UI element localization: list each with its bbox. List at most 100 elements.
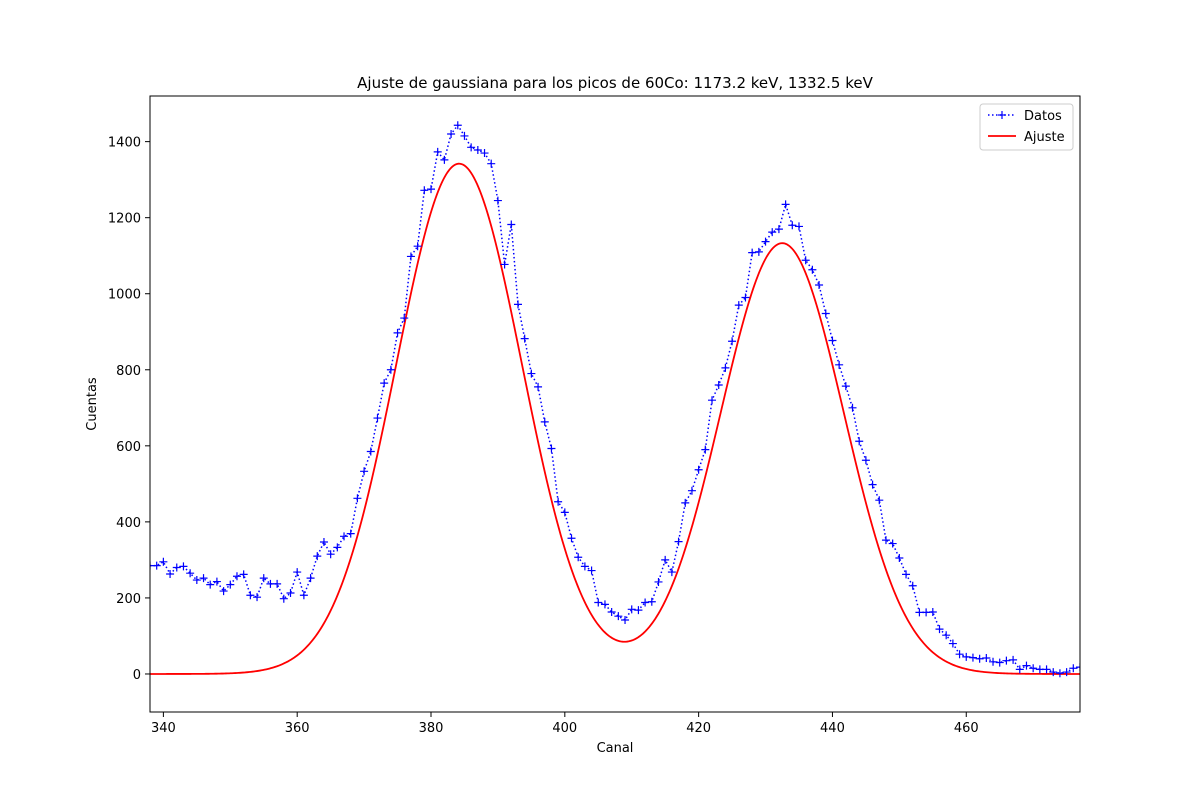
- data-point: [734, 301, 743, 310]
- data-point: [875, 496, 884, 505]
- data-point: [413, 242, 422, 251]
- data-point: [373, 414, 382, 423]
- data-point: [554, 497, 563, 506]
- data-point: [708, 396, 717, 405]
- data-point: [520, 334, 529, 343]
- data-point: [253, 593, 262, 602]
- data-point: [453, 121, 462, 130]
- data-point: [333, 543, 342, 552]
- data-point: [600, 600, 609, 609]
- series-line-datos: [150, 123, 1080, 674]
- data-point: [306, 574, 315, 583]
- data-point: [580, 562, 589, 571]
- data-point: [239, 570, 248, 579]
- data-point: [286, 588, 295, 597]
- data-point: [1042, 665, 1051, 674]
- data-point: [1015, 665, 1024, 674]
- data-point: [902, 570, 911, 579]
- data-point: [687, 486, 696, 495]
- data-point: [393, 328, 402, 337]
- data-point: [821, 309, 830, 318]
- x-tick-label: 400: [552, 721, 577, 736]
- x-axis-label: Canal: [597, 741, 634, 756]
- data-point: [527, 369, 536, 378]
- data-point: [467, 143, 476, 152]
- data-point: [888, 539, 897, 548]
- plot-frame: [149, 95, 1081, 713]
- y-tick-label: 1000: [108, 288, 141, 303]
- data-point: [861, 456, 870, 465]
- legend-label-datos: Datos: [1024, 109, 1062, 124]
- data-point: [386, 365, 395, 374]
- data-point: [641, 598, 650, 607]
- data-point: [507, 220, 516, 229]
- data-point: [493, 196, 502, 205]
- data-point: [360, 467, 369, 476]
- data-point: [868, 480, 877, 489]
- y-tick-label: 600: [116, 440, 141, 455]
- data-point: [313, 552, 322, 561]
- data-point: [346, 529, 355, 538]
- data-point: [199, 574, 208, 583]
- data-point: [942, 631, 951, 640]
- data-point: [928, 608, 937, 616]
- data-point: [179, 562, 188, 571]
- data-point: [266, 579, 275, 588]
- data-point: [647, 597, 656, 606]
- data-point: [192, 576, 201, 585]
- data-point: [400, 314, 409, 323]
- y-tick-label: 0: [133, 668, 141, 683]
- data-point: [681, 498, 690, 507]
- data-point: [293, 568, 302, 577]
- data-point: [694, 465, 703, 474]
- data-point: [634, 606, 643, 615]
- data-point: [1002, 656, 1011, 665]
- data-point: [948, 639, 957, 648]
- data-point: [319, 538, 328, 547]
- data-point: [406, 252, 415, 261]
- data-point: [761, 237, 770, 246]
- data-point: [547, 444, 556, 453]
- data-point: [935, 625, 944, 634]
- data-point: [674, 537, 683, 546]
- data-point: [667, 568, 676, 577]
- data-point: [226, 580, 235, 589]
- data-point: [366, 447, 375, 456]
- data-point: [433, 147, 442, 156]
- x-tick-label: 420: [686, 721, 711, 736]
- data-point: [186, 569, 195, 578]
- x-tick-label: 360: [285, 721, 310, 736]
- data-point: [701, 445, 710, 454]
- data-point: [754, 247, 763, 256]
- data-point: [808, 265, 817, 274]
- legend-marker-datos: [998, 111, 1006, 119]
- data-point: [881, 536, 890, 545]
- data-point: [908, 581, 917, 590]
- data-point: [500, 260, 509, 269]
- data-point: [574, 553, 583, 562]
- data-point: [962, 652, 971, 661]
- data-point: [654, 577, 663, 586]
- data-point: [815, 280, 824, 289]
- legend: Datos Ajuste: [979, 103, 1074, 151]
- data-point: [206, 580, 215, 589]
- series-markers-datos: [150, 121, 1080, 678]
- data-point: [420, 186, 429, 195]
- data-point: [748, 248, 757, 257]
- data-point: [232, 572, 241, 581]
- y-tick-label: 1400: [108, 136, 141, 151]
- data-point: [995, 658, 1004, 667]
- data-point: [340, 532, 349, 541]
- data-point: [828, 336, 837, 345]
- data-point: [989, 657, 998, 666]
- data-point: [159, 557, 168, 566]
- legend-label-ajuste: Ajuste: [1024, 130, 1065, 145]
- series-layer: [150, 121, 1080, 678]
- data-point: [915, 608, 924, 617]
- data-point: [487, 159, 496, 168]
- data-point: [326, 550, 335, 559]
- data-point: [212, 577, 221, 586]
- data-point: [594, 598, 603, 607]
- data-point: [714, 380, 723, 389]
- x-tick-label: 460: [954, 721, 979, 736]
